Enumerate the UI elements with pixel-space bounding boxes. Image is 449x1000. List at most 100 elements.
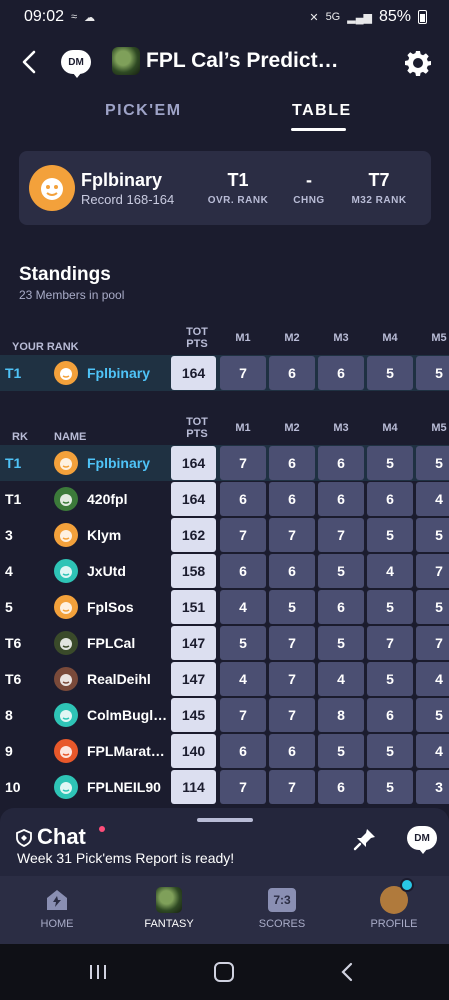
total-points-cell: 145 [171,698,216,732]
mascot-icon [41,178,63,200]
matchday-score-cell: 7 [220,698,266,732]
mascot-icon [60,530,72,542]
matchday-score-cell: 7 [269,626,315,660]
table-row[interactable]: T1 420fpl 164 6 6 6 6 4 [0,481,449,517]
rank-cell: 8 [5,707,13,723]
rank-cell: 9 [5,743,13,759]
matchday-score-cell: 5 [367,590,413,624]
tab-table[interactable]: TABLE [292,102,352,119]
mascot-icon [60,602,72,614]
mascot-icon [60,566,72,578]
notification-dot [400,878,414,892]
table-row[interactable]: T6 FPLCal 147 5 7 5 7 7 [0,625,449,661]
matchday-score-cell: 8 [318,698,364,732]
matchday-score-cell: 6 [220,554,266,588]
table-row[interactable]: 5 FplSos 151 4 5 6 5 5 [0,589,449,625]
matchday-score-cell: 5 [269,590,315,624]
chat-bar[interactable]: Chat Week 31 Pick'ems Report is ready! D… [0,808,449,876]
matchday-score-cell: 6 [318,482,364,516]
matchday-score-cell: 6 [269,446,315,480]
mascot-icon [60,494,72,506]
network-label: 5G [325,11,341,23]
cloud-icon: ☁ [84,11,96,24]
matchday-score-cell: 7 [220,356,266,390]
avatar [54,487,78,511]
pin-icon[interactable] [352,826,378,852]
total-points-cell: 162 [171,518,216,552]
table-row[interactable]: T6 RealDeihl 147 4 7 4 5 4 [0,661,449,697]
member-name: FPLMarath… [87,743,172,759]
matchday-score-cell: 3 [416,770,449,804]
table-row[interactable]: 8 ColmBugle… 145 7 7 8 6 5 [0,697,449,733]
header-line: PTS [186,338,208,350]
total-points-cell: 140 [171,734,216,768]
home-button-icon[interactable] [214,962,234,982]
table-row[interactable]: T1 Fplbinary 164 7 6 6 5 5 [0,445,449,481]
chat-dm-button[interactable]: DM [407,826,437,854]
drag-handle[interactable] [197,818,253,822]
nav-profile[interactable]: PROFILE [349,878,439,930]
avatar [29,165,75,211]
matchday-score-cell: 5 [416,590,449,624]
table-row[interactable]: 9 FPLMarath… 140 6 6 5 5 4 [0,733,449,769]
battery-text: 85% [378,8,411,25]
matchday-score-cell: 5 [367,356,413,390]
rank-cell: 10 [5,779,21,795]
total-points-header: TOT PTS [176,416,218,440]
header-line: TOT [186,326,208,338]
matchday-score-cell: 5 [318,554,364,588]
gear-icon[interactable] [404,49,432,77]
nav-fantasy[interactable]: FANTASY [124,886,214,930]
avatar [54,361,78,385]
dm-button[interactable]: DM [61,50,91,78]
rank-change-stat: - CHNG [281,170,337,206]
recents-icon[interactable] [88,964,108,980]
matchday-score-cell: 5 [367,518,413,552]
nav-scores[interactable]: 7:3 SCORES [237,886,327,930]
member-name: Fplbinary [87,365,151,381]
nav-home[interactable]: HOME [12,886,102,930]
battery-icon [418,10,427,24]
your-rank-row[interactable]: T1 Fplbinary 164 7 6 6 5 5 [0,355,449,391]
avatar [54,775,78,799]
scoreboard-icon: 7:3 [268,886,296,914]
app-bar: DM FPL Cal’s Predict… [0,40,449,86]
matchday-score-cell: 7 [269,698,315,732]
matchday-header: M2 [284,332,300,344]
matchday-score-cell: 7 [220,446,266,480]
stat-value: T7 [368,170,390,190]
total-points-cell: 147 [171,662,216,696]
rank-cell: 3 [5,527,13,543]
tab-pickem[interactable]: PICK'EM [105,102,182,119]
header-line: TOT [186,416,208,428]
overall-rank-stat: T1 OVR. RANK [201,170,275,206]
table-row[interactable]: 3 Klym 162 7 7 7 5 5 [0,517,449,553]
league-avatar [112,47,140,75]
matchday-header: M4 [382,422,398,434]
matchday-score-cell: 6 [318,356,364,390]
total-points-cell: 164 [171,356,216,390]
fantasy-league-icon [155,886,183,914]
member-name: FplSos [87,599,134,615]
rank-cell: T6 [5,671,22,687]
my-record: Record 168-164 [81,192,175,207]
matchday-score-cell: 5 [220,626,266,660]
total-points-cell: 164 [171,446,216,480]
mute-icon: ✕ [309,11,319,24]
matchday-score-cell: 6 [269,734,315,768]
stat-value: T1 [227,170,249,190]
stat-label: OVR. RANK [207,195,269,206]
member-name: Klym [87,527,122,543]
matchday-score-cell: 6 [367,698,413,732]
unread-dot [99,826,105,832]
table-row[interactable]: 10 FPLNEIL90 114 7 7 6 5 3 [0,769,449,805]
table-row[interactable]: 4 JxUtd 158 6 6 5 4 7 [0,553,449,589]
chat-message[interactable]: Week 31 Pick'ems Report is ready! [17,850,235,866]
back-arrow-icon[interactable] [18,48,42,76]
total-points-header: TOT PTS [176,326,218,350]
mascot-icon [60,782,72,794]
system-back-icon[interactable] [340,962,354,982]
matchday-score-cell: 5 [367,662,413,696]
matchday-score-cell: 5 [416,698,449,732]
matchday-score-cell: 5 [318,626,364,660]
